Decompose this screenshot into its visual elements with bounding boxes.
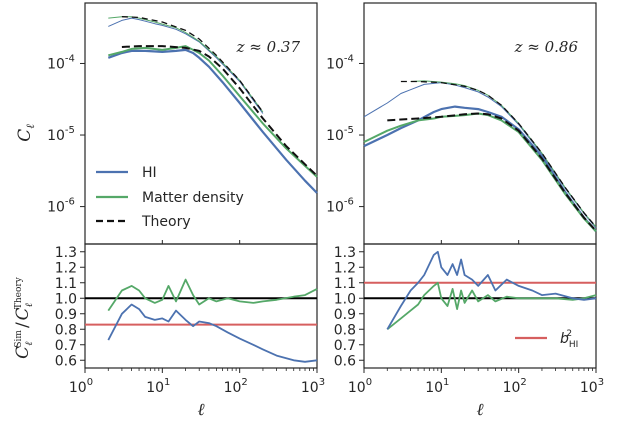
ratio-label-num: C	[13, 346, 33, 359]
left-theory-line	[121, 45, 318, 177]
left-bottom-y-tick-label: 0.6	[55, 353, 77, 369]
right-bottom-y-tick-label: 1.1	[334, 276, 356, 292]
axis-ticks: 100 101 102 103 100 101 102 10310-610-510-40.60…	[47, 53, 604, 396]
right-bottom-y-tick-label: 0.7	[334, 338, 356, 354]
x-axis-label-right: ℓ	[476, 400, 483, 420]
panel-right-top-lines	[363, 105, 597, 233]
right-bottom-y-tick-label: 0.6	[334, 353, 356, 369]
panel-left-top-thin-lines	[108, 16, 264, 114]
right-bottom-y-tick-label: 0.8	[334, 322, 356, 338]
right-hi-line	[363, 105, 597, 233]
left-bottom-y-tick-label: 0.8	[55, 322, 77, 338]
left-bottom-y-tick-label: 1.2	[55, 260, 77, 276]
right-top-y-tick-label: 10-4	[326, 53, 354, 72]
bottom-y-axis-label: CℓSim/CℓTheory	[13, 276, 35, 359]
legend-matter-label: Matter density	[142, 190, 244, 206]
right-x-tick-label: 100	[348, 377, 372, 396]
legend: HI Matter density Theory	[96, 165, 244, 230]
right-x-tick-label: 101	[425, 377, 449, 396]
panel-right-bottom-frame	[363, 243, 597, 369]
left-x-tick-label: 100	[69, 377, 93, 396]
right-matter-ratio-line	[386, 281, 597, 331]
left-hi-thin-line	[108, 17, 264, 114]
left-bottom-y-tick-label: 0.9	[55, 307, 77, 323]
bias-legend-label: bHI2	[560, 329, 578, 350]
left-matter-line	[108, 45, 318, 178]
right-matter-line	[363, 112, 597, 233]
left-matter-thin-line	[108, 16, 264, 113]
right-top-y-tick-label: 10-5	[326, 125, 354, 144]
left-theory-thin-line	[121, 16, 264, 113]
redshift-annotation-left: z ≈ 0.37	[236, 38, 301, 56]
right-top-y-tick-label: 10-6	[326, 197, 354, 216]
right-x-tick-label: 102	[503, 377, 527, 396]
left-matter-ratio-line	[107, 278, 318, 312]
bias-legend: bHI2	[515, 329, 578, 350]
redshift-annotation-right: z ≈ 0.86	[514, 38, 579, 56]
panel-right-top-thin-lines	[363, 80, 597, 229]
right-hi-ratio-line	[386, 250, 597, 330]
left-bottom-y-tick-label: 1.3	[55, 245, 77, 261]
x-axis-label-left: ℓ	[197, 400, 204, 420]
left-hi-ratio-line	[107, 303, 318, 363]
left-x-tick-label: 102	[224, 377, 248, 396]
right-bottom-y-tick-label: 0.9	[334, 307, 356, 323]
right-theory-thin-line	[400, 80, 597, 228]
svg-text:CℓSim/CℓTheory: CℓSim/CℓTheory	[13, 276, 35, 359]
left-x-tick-label: 101	[146, 377, 170, 396]
panel-right-bottom: bHI2	[363, 243, 597, 369]
left-top-y-tick-label: 10-6	[47, 197, 75, 216]
right-bottom-y-tick-label: 1.0	[334, 291, 356, 307]
panel-left-bottom-frame	[84, 243, 318, 369]
left-bottom-y-tick-label: 0.7	[55, 338, 77, 354]
right-bottom-y-tick-label: 1.2	[334, 260, 356, 276]
right-x-tick-label: 103	[580, 377, 604, 396]
panel-left-top: z ≈ 0.37 HI Matter density Theory	[84, 2, 318, 245]
left-bottom-y-tick-label: 1.0	[55, 291, 77, 307]
left-hi-line	[107, 48, 318, 194]
right-matter-thin-line	[410, 80, 597, 228]
legend-theory-label: Theory	[141, 214, 191, 230]
left-top-y-tick-label: 10-5	[47, 125, 75, 144]
panel-right-top: z ≈ 0.86	[363, 2, 597, 245]
left-bottom-y-tick-label: 1.1	[55, 276, 77, 292]
top-y-axis-label: Cℓ	[15, 124, 37, 142]
panel-right-bottom-lines	[364, 250, 597, 331]
right-hi-thin-line	[363, 82, 597, 229]
panel-left-bottom	[84, 243, 318, 369]
panel-left-bottom-lines	[85, 278, 318, 363]
panel-left-top-lines	[107, 45, 318, 194]
legend-hi-label: HI	[142, 165, 157, 181]
right-bottom-y-tick-label: 1.3	[334, 245, 356, 261]
right-theory-line	[387, 112, 597, 232]
left-top-y-tick-label: 10-4	[47, 53, 75, 72]
left-x-tick-label: 103	[301, 377, 325, 396]
